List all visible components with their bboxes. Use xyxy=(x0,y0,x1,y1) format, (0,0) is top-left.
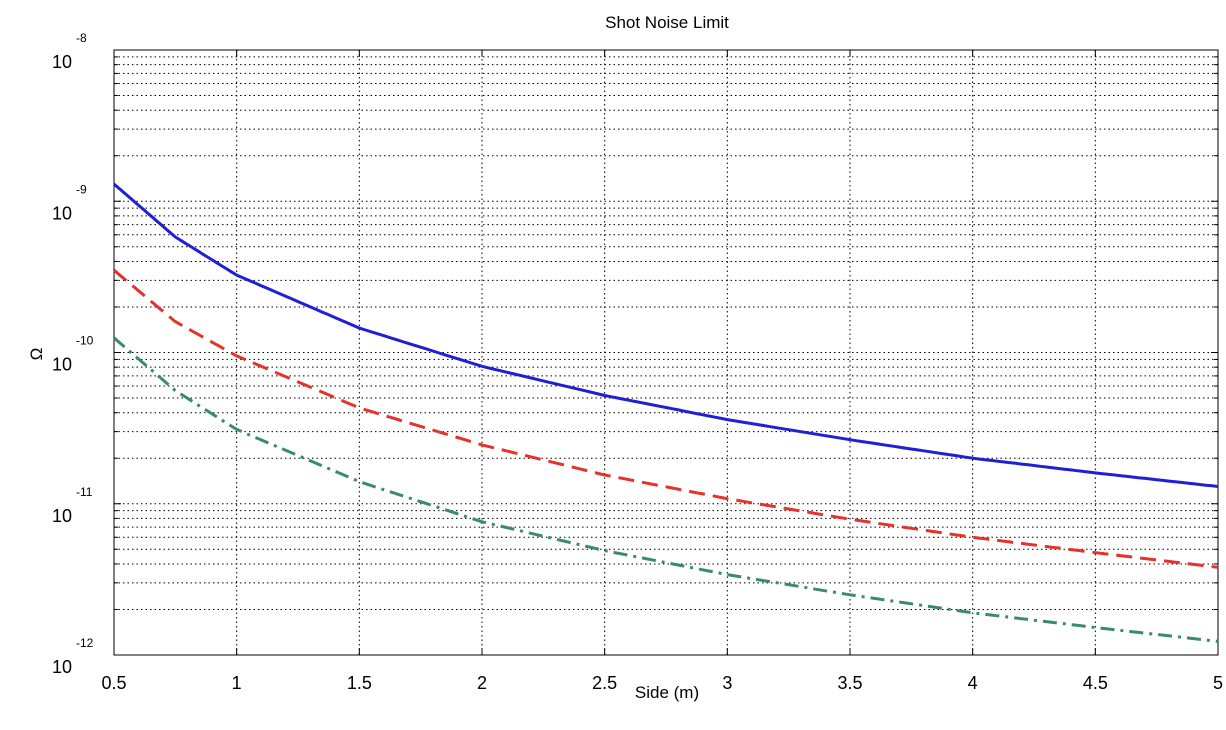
y-axis-label: Ω xyxy=(27,348,46,361)
x-tick-label: 2 xyxy=(477,673,487,693)
x-tick-label: 3 xyxy=(722,673,732,693)
y-tick-label-exponent: -8 xyxy=(76,31,87,45)
x-tick-label: 1.5 xyxy=(347,673,372,693)
series-group xyxy=(113,182,1219,643)
y-tick-label-exponent: -11 xyxy=(76,485,93,499)
y-tick-label-exponent: -12 xyxy=(76,636,94,650)
x-tick-label: 4 xyxy=(968,673,978,693)
x-tick-label: 5 xyxy=(1213,673,1223,693)
x-tick-label: 0.5 xyxy=(101,673,126,693)
chart-title: Shot Noise Limit xyxy=(605,13,729,32)
y-tick-label-base: 10 xyxy=(52,52,72,72)
y-tick-label-base: 10 xyxy=(52,355,72,375)
y-tick-labels: 10 -12 10 -11 10 -10 10 -9 10 -8 xyxy=(52,31,94,677)
axis-ticks xyxy=(113,50,1219,656)
y-tick-label-exponent: -9 xyxy=(76,182,87,196)
y-tick-label-base: 10 xyxy=(52,203,72,223)
x-tick-labels: 0.5 1 1.5 2 2.5 3 3.5 4 4.5 5 xyxy=(101,673,1223,693)
y-tick-label-exponent: -10 xyxy=(76,334,94,348)
x-axis-label: Side (m) xyxy=(635,683,699,702)
x-tick-label: 3.5 xyxy=(837,673,862,693)
x-tick-label: 2.5 xyxy=(592,673,617,693)
y-tick-label-base: 10 xyxy=(52,657,72,677)
x-tick-label: 1 xyxy=(232,673,242,693)
y-tick-label-base: 10 xyxy=(52,506,72,526)
series-line-1 xyxy=(113,182,1219,488)
plot-frame xyxy=(113,49,1219,656)
grid-lines xyxy=(114,50,1218,655)
series-line-2 xyxy=(113,269,1219,569)
series-line-3 xyxy=(113,336,1219,643)
x-tick-label: 4.5 xyxy=(1083,673,1108,693)
